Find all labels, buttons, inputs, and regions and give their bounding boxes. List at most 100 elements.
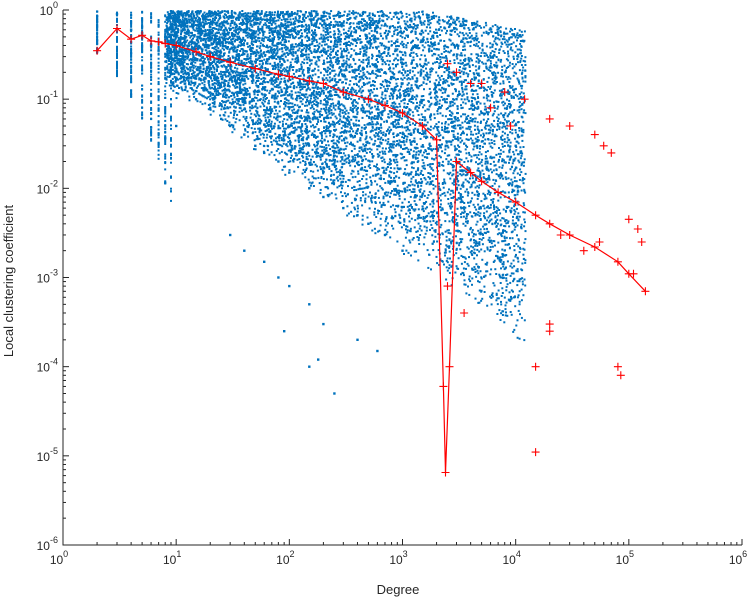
plus-marker (477, 79, 486, 88)
y-tick-label: 10-3 (37, 268, 58, 286)
y-axis-title: Local clustering coefficient (1, 205, 16, 358)
plus-marker (127, 35, 136, 44)
plus-marker (192, 47, 201, 56)
plus-marker (613, 257, 622, 266)
x-axis-ticks: 100 101 102 103 104 105 106 (50, 539, 747, 567)
y-tick-label: 10-5 (37, 446, 58, 464)
x-tick-label: 100 (50, 549, 68, 567)
scatter-point (317, 358, 320, 361)
plus-marker (633, 225, 642, 233)
trend-layer (93, 24, 650, 477)
plus-marker (418, 122, 427, 130)
scatter-point (277, 35, 280, 38)
y-tick-label: 10-1 (37, 89, 58, 107)
scatter-point (194, 98, 198, 101)
plus-marker (147, 36, 156, 45)
plus-marker (381, 101, 389, 110)
scatter-point (183, 82, 187, 85)
scatter-point (383, 233, 387, 237)
scatter-point (342, 55, 345, 58)
scatter-point (243, 249, 246, 252)
plus-marker (595, 238, 604, 246)
plus-marker (432, 135, 441, 144)
x-tick-label: 103 (389, 549, 407, 567)
plus-marker (113, 24, 121, 33)
plus-marker (637, 238, 646, 246)
scatter-point (229, 233, 232, 237)
scatter-point (209, 22, 212, 25)
scatter-point (288, 284, 291, 288)
plus-marker (93, 46, 102, 55)
plus-marker (172, 41, 181, 50)
scatter-point (254, 144, 257, 147)
scatter-point (164, 35, 167, 38)
scatter-point (480, 111, 483, 115)
scatter-point (263, 260, 266, 263)
x-axis-title: Degree (377, 582, 420, 597)
plus-marker (545, 219, 554, 228)
plus-marker (500, 88, 509, 97)
plus-marker (452, 68, 461, 77)
scatter-point (322, 322, 325, 326)
plus-marker (545, 114, 554, 123)
x-tick-label: 101 (163, 549, 181, 567)
scatter-point (297, 44, 300, 47)
y-tick-label: 10-6 (37, 535, 58, 553)
scatter-point (169, 55, 173, 58)
plus-marker (206, 52, 215, 61)
plus-marker (319, 79, 328, 88)
plus-marker (161, 39, 170, 48)
scatter-point (157, 49, 160, 52)
scatter-cloud-layer (96, 10, 527, 395)
plus-marker (466, 79, 475, 88)
scatter-point (149, 44, 153, 47)
x-tick-label: 102 (276, 549, 294, 567)
y-tick-label: 10-4 (37, 357, 58, 375)
plus-marker (565, 231, 574, 239)
plus-marker (565, 122, 574, 130)
scatter-point (342, 206, 345, 210)
plus-marker (439, 382, 448, 391)
scatter-point (183, 17, 187, 20)
scatter-point (229, 28, 232, 31)
scatter-cloud-texture (96, 10, 527, 342)
plus-marker (531, 362, 540, 371)
scatter-point (367, 62, 370, 65)
plus-marker (477, 177, 486, 186)
scatter-point (376, 349, 379, 353)
plus-marker (460, 309, 469, 317)
scatter-point (129, 28, 133, 31)
scatter-point (229, 124, 232, 128)
y-axis-ticks: 10-6 10-5 10-4 10-3 10-2 10-1 100 (37, 0, 69, 553)
scatter-point (308, 365, 311, 368)
plus-marker (613, 362, 622, 371)
plus-marker (486, 103, 495, 112)
plus-marker (154, 37, 163, 46)
plus-marker (545, 320, 554, 329)
plus-marker (511, 198, 520, 207)
x-tick-label: 104 (502, 549, 520, 567)
plus-marker (226, 58, 235, 67)
plus-marker (285, 72, 294, 81)
plus-marker (443, 59, 452, 68)
plus-marker (452, 157, 461, 166)
scatter-point (209, 106, 212, 109)
plus-marker (599, 141, 608, 150)
plus-marker (616, 371, 625, 380)
scatter-point (367, 222, 370, 225)
scatter-point (308, 187, 311, 190)
scatter-point (401, 82, 404, 85)
plus-marker (445, 362, 454, 371)
plus-marker (607, 148, 616, 157)
plus-marker (590, 243, 599, 251)
scatter-point (322, 195, 325, 199)
plus-marker (494, 188, 503, 197)
plus-marker (398, 109, 407, 117)
plus-marker (443, 282, 452, 291)
plus-marker (364, 95, 373, 104)
trend-line (96, 27, 646, 473)
scatter-point (243, 133, 246, 136)
plus-marker (590, 130, 599, 139)
plus-marker (556, 231, 565, 239)
scatter-point (288, 171, 291, 174)
